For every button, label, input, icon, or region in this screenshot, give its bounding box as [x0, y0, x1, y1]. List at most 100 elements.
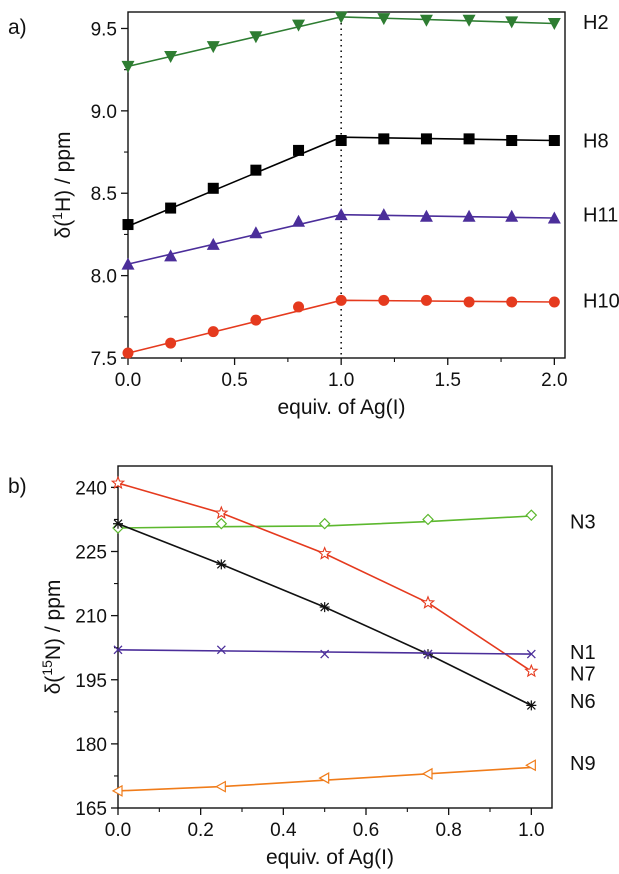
x-tick-label: 0.0	[115, 370, 141, 391]
x-tick-label: 0.2	[187, 820, 213, 841]
data-point	[111, 784, 123, 797]
data-point	[378, 133, 390, 145]
data-point	[547, 18, 561, 31]
y-tick-label: 180	[75, 735, 107, 756]
data-point	[207, 326, 219, 338]
data-point	[215, 780, 226, 793]
data-point	[420, 595, 436, 609]
data-point	[317, 546, 332, 560]
x-tick-label: 0.5	[221, 370, 247, 391]
y-tick-label: 195	[75, 671, 107, 692]
panel-label: b)	[8, 475, 27, 498]
series-H11: H11	[121, 205, 618, 270]
y-axis-label-part: N) / ppm	[42, 580, 65, 661]
series-line	[117, 649, 532, 655]
data-point	[422, 513, 434, 526]
data-point	[250, 314, 262, 326]
data-point	[334, 11, 348, 24]
data-point	[320, 649, 330, 659]
data-point	[525, 759, 536, 772]
data-point	[165, 202, 177, 214]
series-N6: N6	[113, 518, 596, 713]
data-point	[113, 645, 123, 655]
y-axis-label: δ(1H) / ppm	[49, 132, 75, 239]
data-point	[526, 700, 537, 711]
y-axis-label-part: δ(	[42, 676, 65, 695]
data-point	[462, 209, 476, 222]
data-point	[113, 518, 123, 529]
data-point	[214, 505, 229, 520]
data-point	[419, 209, 433, 222]
y-tick-label: 8.0	[91, 267, 117, 288]
data-point	[121, 60, 135, 73]
series-N9: N9	[111, 753, 596, 797]
data-point	[506, 296, 518, 308]
data-point	[250, 164, 262, 176]
x-tick-label: 0.6	[353, 820, 379, 841]
x-tick-label: 1.0	[518, 820, 544, 841]
chart-panel-b: b) 0.0 0.2 0.4 0.6 0.8 1.0 165 180 195 210 225 240 eq…	[8, 465, 596, 869]
data-point	[216, 559, 227, 570]
data-point	[121, 257, 135, 270]
data-point	[215, 517, 228, 530]
data-point	[249, 31, 263, 44]
data-point	[318, 517, 331, 530]
series-label: N3	[570, 512, 596, 534]
data-point	[293, 144, 305, 156]
data-point	[319, 602, 330, 613]
data-point	[292, 214, 306, 227]
data-point	[164, 249, 178, 262]
x-tick-label: 1.5	[435, 370, 461, 391]
y-tick-label: 210	[75, 607, 107, 628]
y-tick-label: 9.0	[91, 102, 117, 123]
data-point	[377, 208, 391, 221]
data-point	[110, 475, 126, 490]
x-tick-label: 0.4	[270, 820, 297, 841]
series-H10: H10	[122, 290, 619, 359]
data-point	[334, 208, 348, 221]
data-point	[421, 767, 433, 780]
series-N3: N3	[112, 509, 596, 534]
data-point	[463, 133, 475, 145]
x-tick-label: 2.0	[541, 370, 567, 391]
data-point	[419, 14, 433, 27]
series-label: H10	[583, 290, 619, 312]
data-point	[524, 663, 539, 678]
data-point	[420, 133, 432, 145]
series-label: H8	[583, 131, 609, 153]
y-tick-label: 9.5	[91, 19, 117, 40]
x-axis-label: equiv. of Ag(I)	[266, 846, 394, 869]
y-axis-label: δ(15N) / ppm	[39, 580, 65, 695]
y-tick-label: 240	[75, 478, 107, 499]
data-point	[548, 135, 560, 147]
plot-frame	[127, 11, 566, 359]
data-point	[506, 135, 518, 147]
data-point	[335, 135, 347, 147]
y-axis-label-part: δ(	[52, 220, 75, 239]
y-tick-label: 8.5	[91, 184, 117, 205]
x-axis-label: equiv. of Ag(I)	[277, 396, 405, 419]
y-tick-label: 7.5	[91, 349, 117, 370]
x-tick-label: 1.0	[328, 370, 354, 391]
panel-label: a)	[8, 16, 27, 39]
data-point	[420, 294, 432, 306]
data-point	[293, 301, 305, 313]
data-point	[463, 296, 475, 308]
data-point	[164, 50, 178, 63]
y-tick-label: 225	[75, 543, 107, 564]
x-tick-label: 0.0	[105, 820, 131, 841]
y-axis-label-part: H) / ppm	[52, 132, 75, 213]
data-point	[505, 209, 519, 222]
data-point	[207, 182, 219, 194]
plot-frame	[117, 465, 553, 809]
series-label: N1	[570, 642, 596, 664]
data-point	[249, 226, 263, 239]
data-point	[122, 347, 134, 359]
data-point	[526, 649, 536, 659]
data-point	[462, 14, 476, 27]
data-point	[206, 41, 220, 54]
data-point	[548, 296, 560, 308]
data-point	[318, 772, 330, 785]
series-label: N6	[570, 691, 596, 713]
